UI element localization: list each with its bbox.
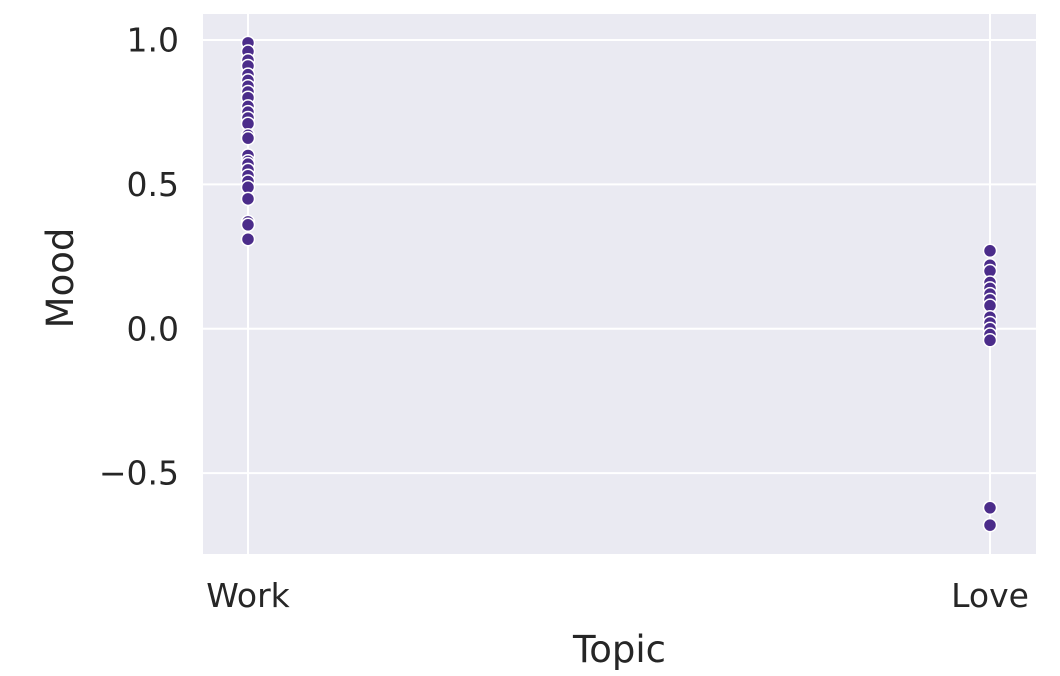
x-tick-labels: Work Love — [206, 576, 1029, 615]
y-tick-label: 0.0 — [127, 309, 179, 348]
x-tick-label: Work — [206, 576, 290, 615]
y-tick-label: 1.0 — [127, 21, 179, 60]
x-axis-label: Topic — [572, 628, 666, 671]
data-point — [982, 517, 998, 533]
data-point — [240, 217, 256, 233]
y-axis-label: Mood — [39, 228, 82, 329]
data-point — [240, 191, 256, 207]
data-point — [982, 243, 998, 259]
plot-area — [203, 14, 1036, 554]
data-point — [240, 130, 256, 146]
data-points — [240, 35, 998, 533]
y-tick-labels: 1.0 0.5 0.0 −0.5 — [99, 21, 179, 493]
data-point — [240, 231, 256, 247]
data-point — [982, 500, 998, 516]
y-tick-label: −0.5 — [99, 454, 179, 493]
x-tick-label: Love — [951, 576, 1029, 615]
y-tick-label: 0.5 — [127, 165, 179, 204]
data-point — [982, 333, 998, 348]
